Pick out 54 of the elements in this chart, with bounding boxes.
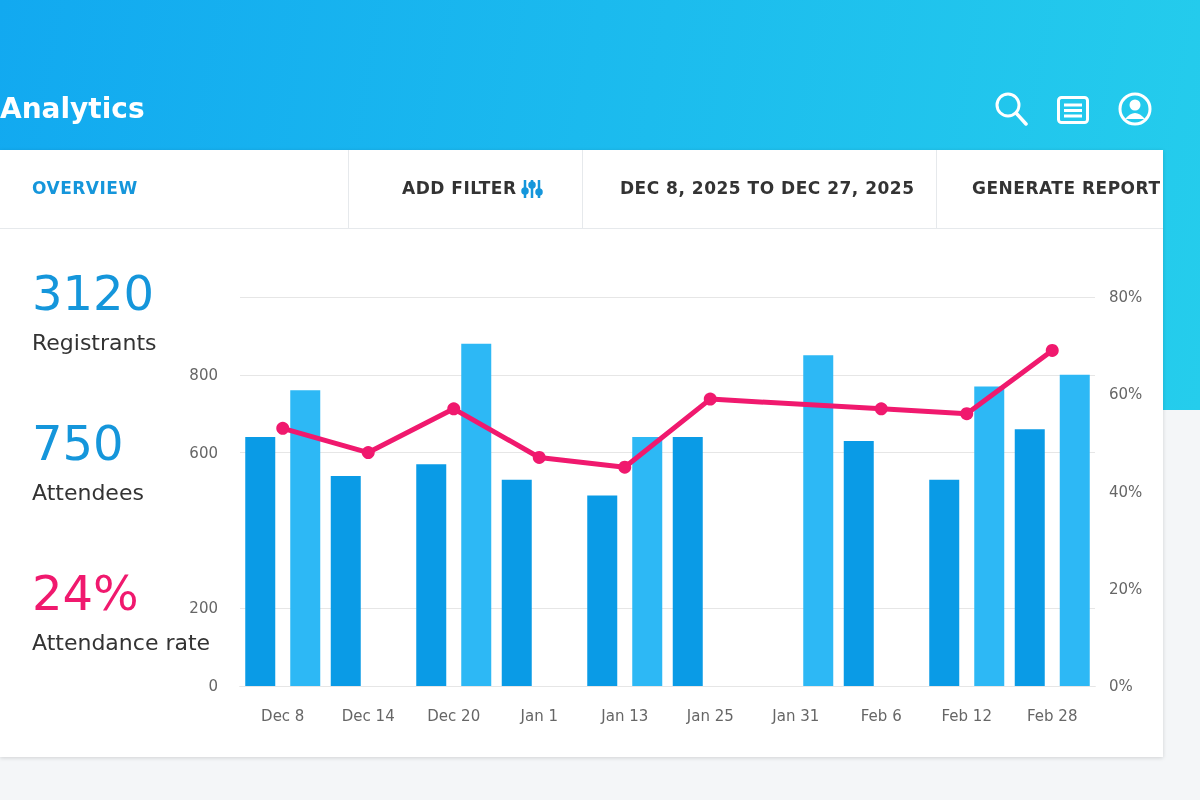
bar xyxy=(330,475,361,686)
bar xyxy=(843,440,874,686)
x-tick-label: Dec 8 xyxy=(261,706,305,725)
text: GENERATE REPORT xyxy=(972,178,1161,198)
text: Analytics xyxy=(0,92,145,125)
x-tick-label: Feb 12 xyxy=(941,706,992,725)
bar xyxy=(245,437,276,686)
text: OVERVIEW xyxy=(32,178,138,198)
bar xyxy=(974,386,1005,686)
bar xyxy=(290,390,321,686)
text: Attendees xyxy=(32,480,144,505)
text: 750 xyxy=(32,415,124,471)
x-tick-label: Jan 25 xyxy=(685,706,734,725)
y-tick-label: 0 xyxy=(208,677,218,695)
point xyxy=(1045,343,1059,357)
x-tick-label: Feb 6 xyxy=(860,706,902,725)
bar xyxy=(1059,374,1090,686)
text: Attendance rate xyxy=(32,630,211,655)
x-tick-label: Jan 1 xyxy=(519,706,558,725)
bar xyxy=(461,343,492,686)
y2-tick-label: 40% xyxy=(1109,482,1143,501)
y2-tick-label: 80% xyxy=(1109,288,1143,306)
y-tick-label: 600 xyxy=(189,443,218,462)
y2-tick-label: 20% xyxy=(1109,579,1143,598)
bar xyxy=(1014,429,1045,686)
y-tick-label: 800 xyxy=(189,365,218,384)
text: Registrants xyxy=(32,330,157,355)
bar xyxy=(672,437,703,686)
bar xyxy=(632,437,663,686)
y2-tick-label: 0% xyxy=(1109,677,1133,695)
bar xyxy=(929,479,960,686)
point xyxy=(703,392,717,406)
point xyxy=(447,402,461,416)
text: DEC 8, 2025 TO DEC 27, 2025 xyxy=(620,178,915,198)
point xyxy=(874,402,888,416)
x-tick-label: Jan 13 xyxy=(600,706,649,725)
point xyxy=(361,446,375,460)
point xyxy=(276,421,290,435)
point xyxy=(532,450,546,464)
bar xyxy=(416,464,447,686)
y-tick-label: 200 xyxy=(189,599,218,618)
bar xyxy=(501,479,532,686)
bar xyxy=(803,355,834,686)
x-tick-label: Feb 28 xyxy=(1027,706,1078,725)
bar xyxy=(587,495,618,686)
y2-tick-label: 60% xyxy=(1109,385,1143,404)
x-tick-label: Jan 31 xyxy=(771,706,820,725)
point xyxy=(618,460,632,474)
text: ADD FILTER xyxy=(402,178,517,198)
x-tick-label: Dec 14 xyxy=(341,706,395,725)
text: 24% xyxy=(32,565,139,621)
text: 3120 xyxy=(32,265,155,321)
point xyxy=(960,407,974,421)
x-tick-label: Dec 20 xyxy=(427,706,481,725)
